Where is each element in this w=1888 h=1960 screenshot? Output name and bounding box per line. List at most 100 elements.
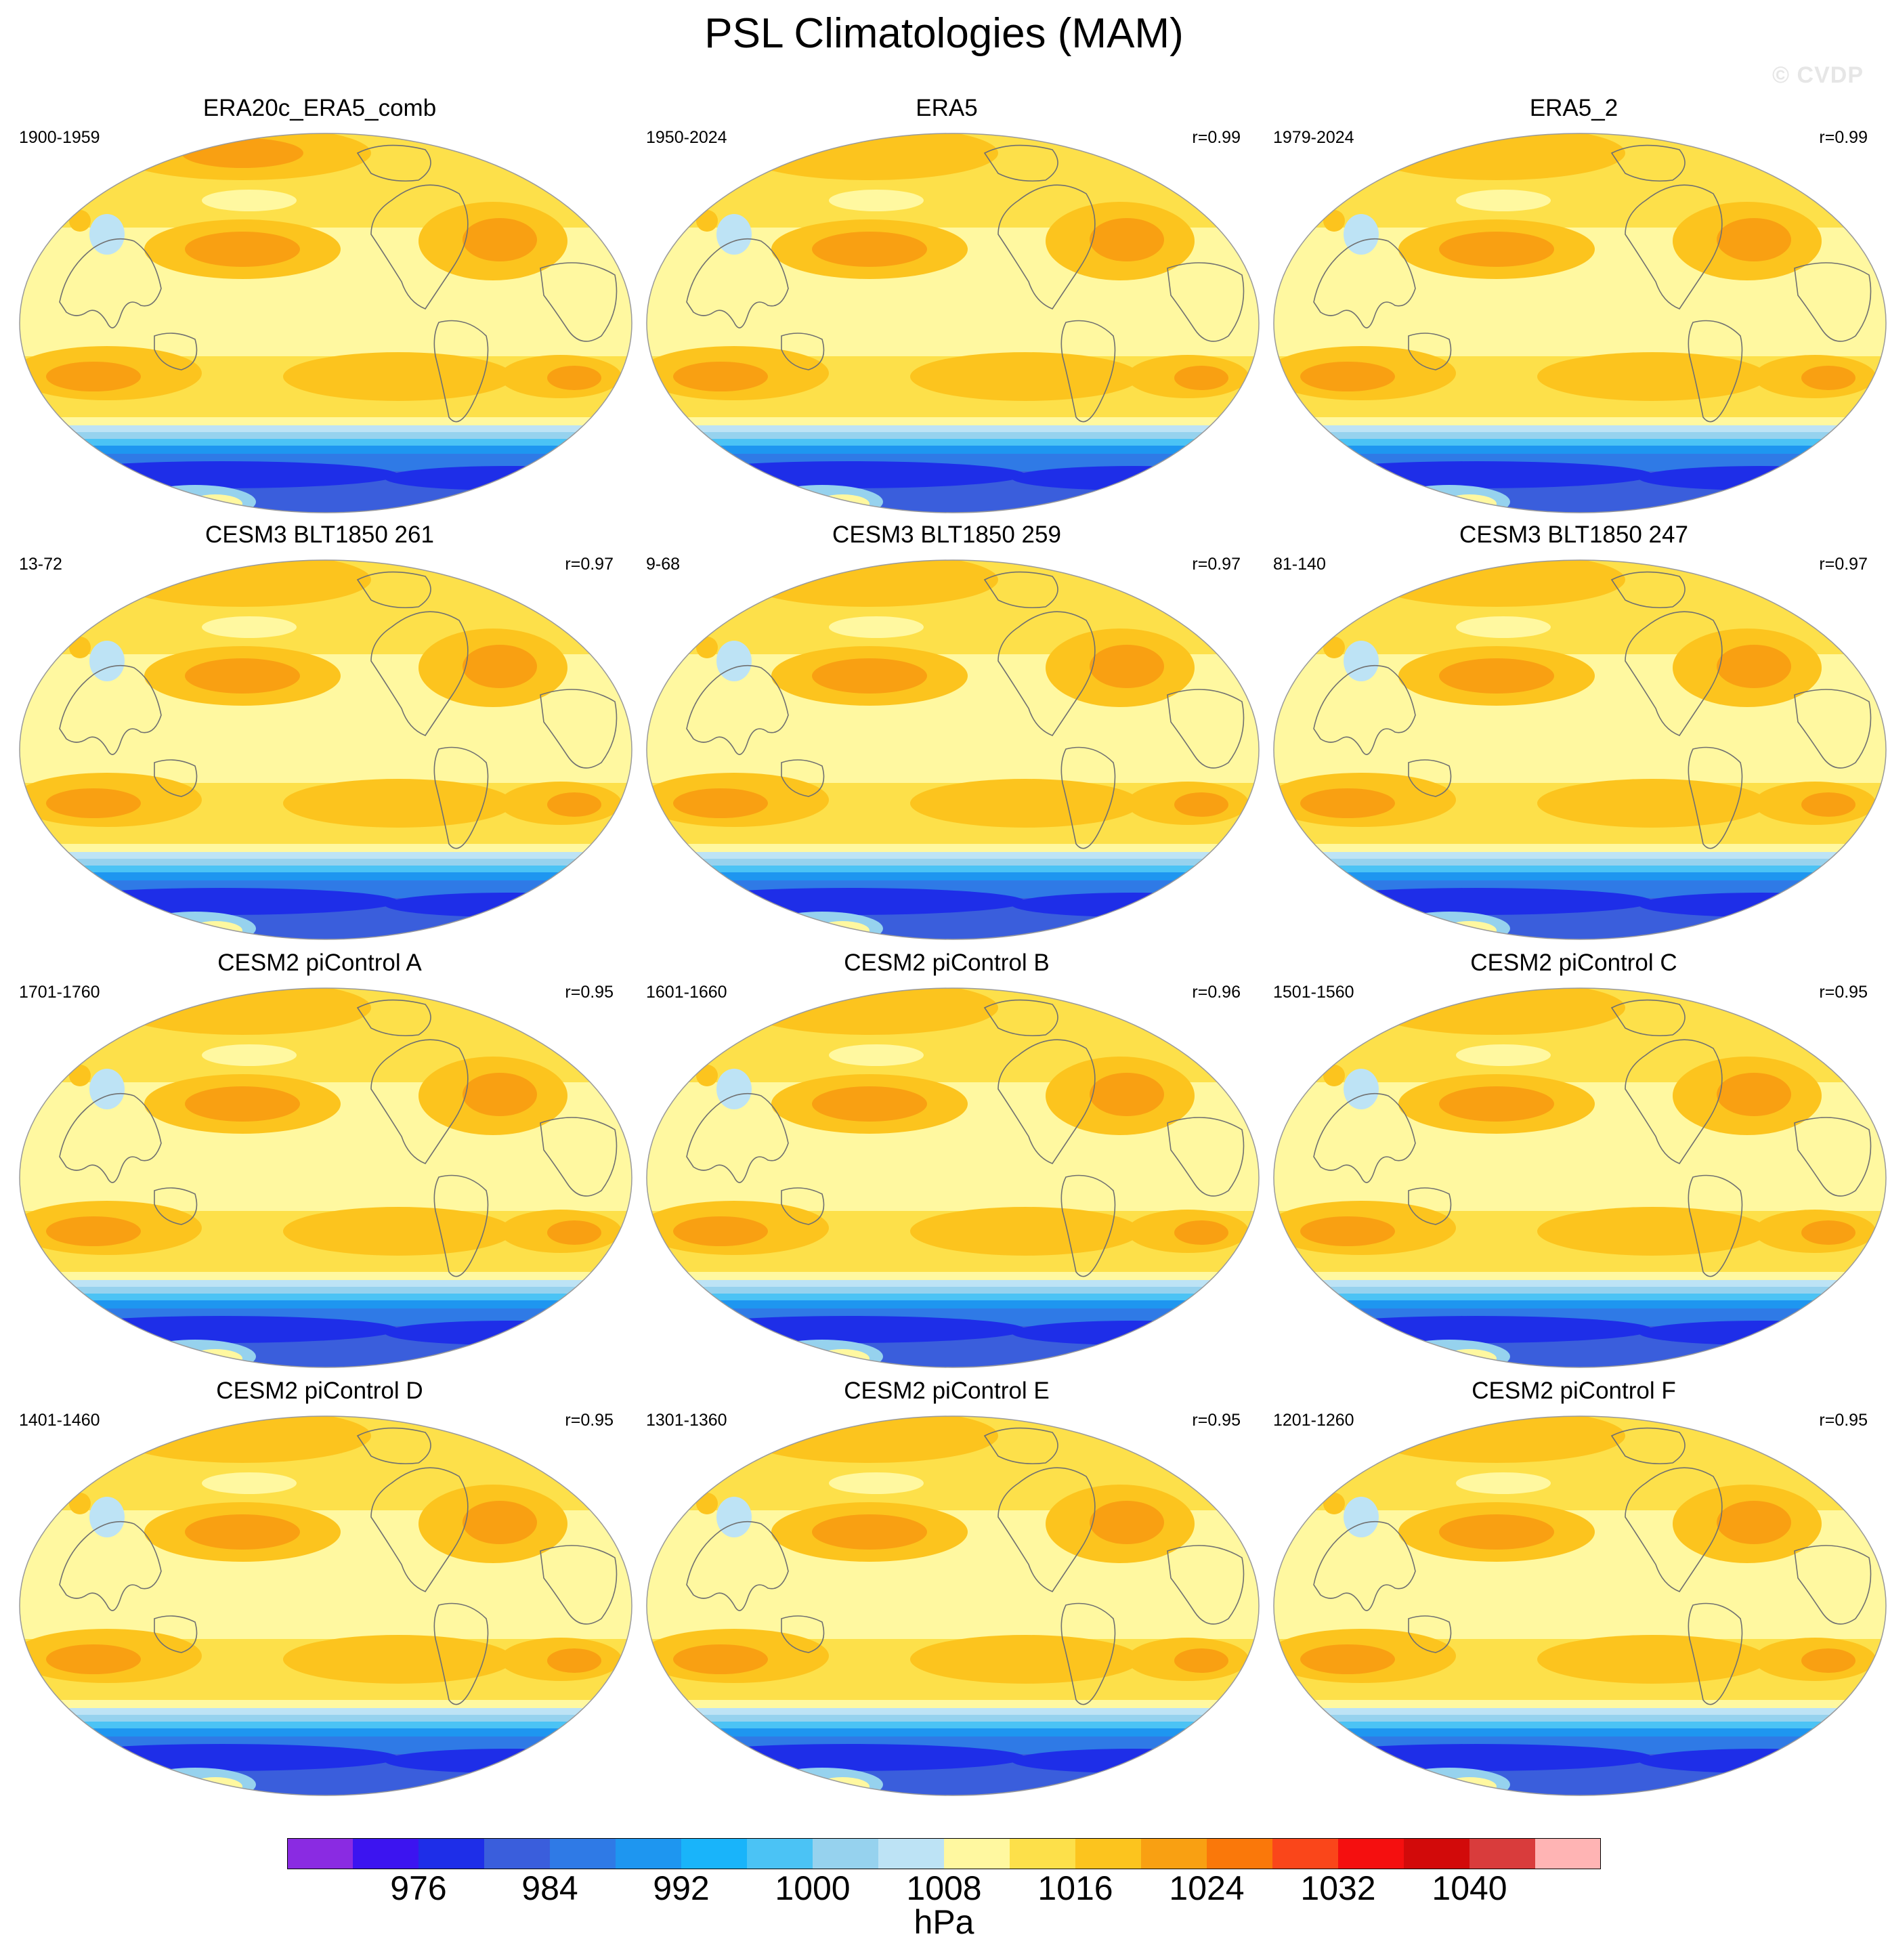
colorbar-tick-label: 1016 bbox=[1037, 1869, 1113, 1907]
panel-years: 9-68 bbox=[646, 555, 681, 574]
map-panel: ERA5 1950-2024 r=0.99 bbox=[634, 95, 1260, 515]
colorbar-tick-label: 1000 bbox=[775, 1869, 851, 1907]
psl-map bbox=[646, 133, 1260, 513]
colorbar-swatch bbox=[1075, 1838, 1142, 1869]
map-panel: CESM3 BLT1850 247 81-140 r=0.97 bbox=[1261, 521, 1887, 941]
south-pacific-high bbox=[910, 352, 1140, 401]
colorbar-swatch bbox=[1338, 1838, 1404, 1869]
panel-title: CESM2 piControl E bbox=[844, 1378, 1050, 1404]
coastlines bbox=[686, 1427, 1245, 1705]
panel-title: CESM3 BLT1850 261 bbox=[205, 521, 434, 548]
panel-title: CESM2 piControl A bbox=[217, 950, 422, 976]
colorbar-swatch bbox=[878, 1838, 945, 1869]
asian-low bbox=[1344, 1069, 1379, 1109]
panel-pattern-correlation: r=0.99 bbox=[1819, 128, 1868, 147]
colorbar-swatch bbox=[813, 1838, 879, 1869]
panel-pattern-correlation: r=0.96 bbox=[1192, 983, 1241, 1002]
panel-pattern-correlation: r=0.95 bbox=[565, 1411, 614, 1430]
panel-title: CESM2 piControl F bbox=[1472, 1378, 1676, 1404]
panel-pattern-correlation: r=0.95 bbox=[1192, 1411, 1241, 1430]
colorbar bbox=[287, 1838, 1601, 1869]
panel-years: 1601-1660 bbox=[646, 983, 727, 1002]
colorbar-tick-label: 1032 bbox=[1300, 1869, 1376, 1907]
colorbar-swatch bbox=[1535, 1838, 1601, 1869]
psl-map bbox=[1273, 1415, 1887, 1796]
panel-pattern-correlation: r=0.97 bbox=[1192, 555, 1241, 574]
panel-pattern-correlation: r=0.97 bbox=[565, 555, 614, 574]
south-pacific-high bbox=[283, 779, 513, 828]
colorbar-swatch bbox=[944, 1838, 1010, 1869]
colorbar-tick-label: 984 bbox=[521, 1869, 578, 1907]
asian-low bbox=[1344, 641, 1379, 681]
psl-map bbox=[1273, 133, 1887, 513]
south-pacific-high bbox=[283, 1635, 513, 1684]
colorbar-swatch bbox=[747, 1838, 813, 1869]
coastlines bbox=[59, 144, 618, 423]
colorbar-tick-label: 992 bbox=[653, 1869, 710, 1907]
south-pacific-high bbox=[1537, 779, 1767, 828]
coastlines bbox=[1313, 999, 1872, 1277]
asian-low bbox=[716, 214, 752, 255]
colorbar-tick-label: 1040 bbox=[1432, 1869, 1507, 1907]
colorbar-swatch bbox=[353, 1838, 419, 1869]
colorbar-swatch bbox=[484, 1838, 551, 1869]
panel-pattern-correlation: r=0.95 bbox=[1819, 983, 1868, 1002]
south-pacific-high bbox=[1537, 352, 1767, 401]
colorbar-swatch bbox=[1404, 1838, 1470, 1869]
south-pacific-high bbox=[910, 1635, 1140, 1684]
panel-years: 1701-1760 bbox=[19, 983, 100, 1002]
colorbar-swatch bbox=[419, 1838, 485, 1869]
panel-title: ERA5 bbox=[916, 95, 978, 121]
asian-low bbox=[89, 641, 125, 681]
psl-map bbox=[19, 559, 632, 940]
panel-pattern-correlation: r=0.95 bbox=[1819, 1411, 1868, 1430]
colorbar-swatch bbox=[616, 1838, 682, 1869]
psl-map bbox=[646, 559, 1260, 940]
coastlines bbox=[686, 999, 1245, 1277]
panel-title: CESM3 BLT1850 247 bbox=[1459, 521, 1688, 548]
psl-map bbox=[1273, 987, 1887, 1368]
panel-pattern-correlation: r=0.99 bbox=[1192, 128, 1241, 147]
map-panel: CESM2 piControl D 1401-1460 r=0.95 bbox=[7, 1378, 632, 1797]
asian-low bbox=[89, 214, 125, 255]
asian-low bbox=[716, 1069, 752, 1109]
panel-years: 81-140 bbox=[1273, 555, 1326, 574]
map-panel: CESM2 piControl C 1501-1560 r=0.95 bbox=[1261, 950, 1887, 1369]
colorbar-tick-label: 1008 bbox=[906, 1869, 982, 1907]
south-pacific-high bbox=[283, 1207, 513, 1256]
asian-low bbox=[716, 1497, 752, 1537]
colorbar-swatch bbox=[1272, 1838, 1339, 1869]
asian-low bbox=[1344, 1497, 1379, 1537]
south-pacific-high bbox=[283, 352, 513, 401]
panel-pattern-correlation: r=0.95 bbox=[565, 983, 614, 1002]
coastlines bbox=[1313, 1427, 1872, 1705]
psl-map bbox=[1273, 559, 1887, 940]
colorbar-swatch bbox=[681, 1838, 748, 1869]
south-pacific-high bbox=[910, 1207, 1140, 1256]
panel-years: 13-72 bbox=[19, 555, 62, 574]
psl-map bbox=[19, 1415, 632, 1796]
coastlines bbox=[1313, 144, 1872, 423]
panel-years: 1979-2024 bbox=[1273, 128, 1354, 147]
panel-title: ERA5_2 bbox=[1529, 95, 1618, 121]
panel-years: 1201-1260 bbox=[1273, 1411, 1354, 1430]
map-panel: CESM3 BLT1850 259 9-68 r=0.97 bbox=[634, 521, 1260, 941]
panel-title: CESM2 piControl C bbox=[1470, 950, 1677, 976]
coastlines bbox=[686, 144, 1245, 423]
panel-title: CESM2 piControl B bbox=[844, 950, 1050, 976]
panel-years: 1301-1360 bbox=[646, 1411, 727, 1430]
cvdp-watermark: © CVDP bbox=[1772, 62, 1864, 88]
panel-title: CESM2 piControl D bbox=[216, 1378, 423, 1404]
colorbar-tick-label: 1024 bbox=[1169, 1869, 1245, 1907]
coastlines bbox=[1313, 571, 1872, 849]
map-panel: CESM2 piControl E 1301-1360 r=0.95 bbox=[634, 1378, 1260, 1797]
map-panel: CESM2 piControl B 1601-1660 r=0.96 bbox=[634, 950, 1260, 1369]
colorbar-units: hPa bbox=[914, 1903, 974, 1941]
panel-years: 1401-1460 bbox=[19, 1411, 100, 1430]
colorbar-tick-label: 976 bbox=[390, 1869, 447, 1907]
coastlines bbox=[59, 999, 618, 1277]
south-pacific-high bbox=[1537, 1207, 1767, 1256]
asian-low bbox=[89, 1497, 125, 1537]
colorbar-swatch bbox=[550, 1838, 616, 1869]
asian-low bbox=[89, 1069, 125, 1109]
